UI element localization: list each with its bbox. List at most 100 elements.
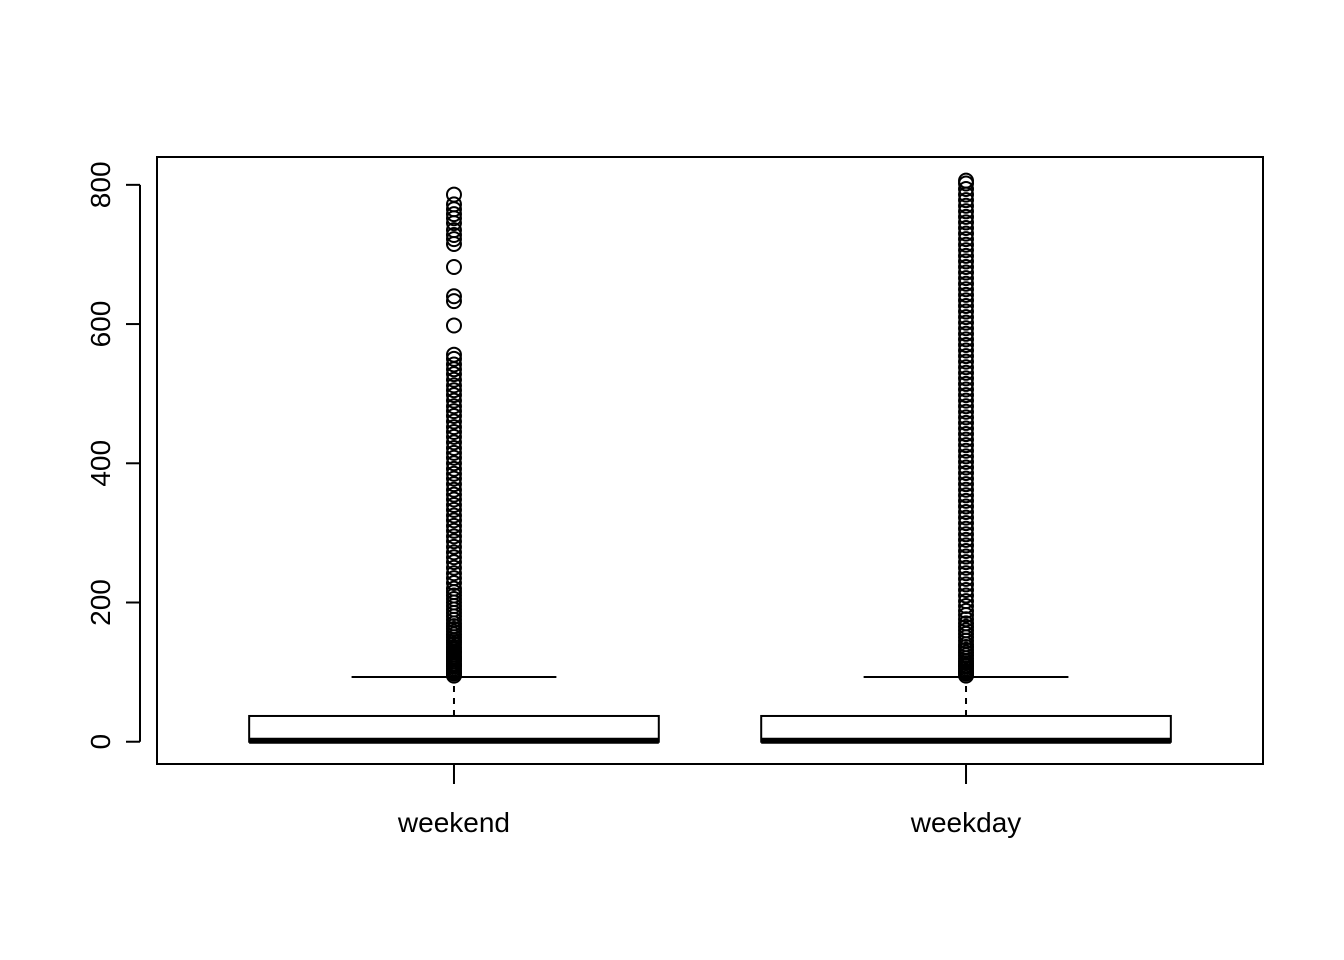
outlier-point <box>958 264 975 281</box>
outlier-point <box>445 231 462 248</box>
outlier-point <box>958 565 975 582</box>
outlier-point <box>445 434 462 451</box>
outlier-point <box>445 428 462 445</box>
outlier-point <box>445 501 462 518</box>
outlier-point <box>958 526 975 543</box>
outlier-point <box>958 448 975 465</box>
outlier-point <box>958 459 975 476</box>
outlier-point <box>958 336 975 353</box>
outlier-point <box>445 528 462 545</box>
outlier-point <box>958 615 975 632</box>
outlier-point <box>958 203 975 220</box>
outlier-point <box>958 465 975 482</box>
outlier-point <box>958 242 975 259</box>
outlier-point <box>958 409 975 426</box>
y-tick-label: 400 <box>85 440 116 487</box>
outlier-point <box>958 172 975 189</box>
outlier-point <box>445 439 462 456</box>
boxes-layer <box>248 172 1172 744</box>
outlier-point <box>958 403 975 420</box>
y-tick-label: 800 <box>85 161 116 208</box>
outlier-point <box>445 481 462 498</box>
outlier-point <box>445 356 462 373</box>
outlier-point <box>958 597 975 614</box>
outlier-point <box>958 420 975 437</box>
outlier-point <box>958 214 975 231</box>
outlier-point <box>958 515 975 532</box>
outlier-point <box>958 275 975 292</box>
outlier-point <box>445 522 462 539</box>
outlier-point <box>958 492 975 509</box>
outlier-point <box>958 581 975 598</box>
outlier-point <box>445 288 462 305</box>
outlier-point <box>958 576 975 593</box>
outlier-point <box>445 470 462 487</box>
outlier-point <box>445 371 462 388</box>
outlier-point <box>958 554 975 571</box>
outlier-point <box>445 497 462 514</box>
outlier-point <box>958 520 975 537</box>
outlier-point <box>445 186 462 203</box>
outlier-point <box>958 325 975 342</box>
outlier-point <box>445 258 462 275</box>
outlier-point <box>958 303 975 320</box>
outlier-point <box>958 253 975 270</box>
outlier-point <box>958 309 975 326</box>
outlier-point <box>445 491 462 508</box>
outlier-point <box>445 366 462 383</box>
outlier-point <box>958 414 975 431</box>
outlier-point <box>958 381 975 398</box>
outlier-point <box>958 481 975 498</box>
outlier-point <box>958 359 975 376</box>
y-tick-label: 0 <box>85 734 116 750</box>
outlier-point <box>958 437 975 454</box>
outlier-point <box>445 517 462 534</box>
outlier-point <box>445 377 462 394</box>
outlier-point <box>958 286 975 303</box>
outlier-point <box>958 208 975 225</box>
outlier-point <box>958 297 975 314</box>
outlier-point <box>958 537 975 554</box>
outlier-point <box>958 498 975 515</box>
outlier-point <box>958 220 975 237</box>
x-axis: weekend weekday <box>397 764 1021 838</box>
outlier-point <box>958 375 975 392</box>
outlier-point <box>958 559 975 576</box>
outlier-point <box>445 226 462 243</box>
outlier-point <box>445 570 462 587</box>
outlier-point <box>958 387 975 404</box>
outlier-point <box>958 342 975 359</box>
outlier-point <box>445 407 462 424</box>
outlier-point <box>445 423 462 440</box>
outlier-point <box>445 559 462 576</box>
outlier-point <box>445 476 462 493</box>
outlier-point <box>958 225 975 242</box>
outlier-point <box>445 419 462 436</box>
outlier-point <box>445 544 462 561</box>
outlier-point <box>958 314 975 331</box>
outlier-point <box>958 192 975 209</box>
outlier-point <box>958 431 975 448</box>
outlier-point <box>958 542 975 559</box>
outlier-point <box>958 270 975 287</box>
outlier-point <box>445 460 462 477</box>
outlier-point <box>958 470 975 487</box>
outlier-point <box>958 570 975 587</box>
outlier-point <box>958 281 975 298</box>
outlier-point <box>958 442 975 459</box>
y-tick-label: 200 <box>85 579 116 626</box>
outlier-point <box>958 364 975 381</box>
y-tick-label: 600 <box>85 301 116 348</box>
outlier-point <box>958 258 975 275</box>
outlier-point <box>958 509 975 526</box>
box-weekend <box>248 186 660 744</box>
outlier-point <box>445 533 462 550</box>
box-rect <box>248 714 660 743</box>
outlier-point <box>445 554 462 571</box>
outlier-point <box>958 231 975 248</box>
outlier-point <box>958 476 975 493</box>
outlier-point <box>445 449 462 466</box>
outlier-point <box>445 549 462 566</box>
outlier-point <box>445 392 462 409</box>
outlier-point <box>445 538 462 555</box>
